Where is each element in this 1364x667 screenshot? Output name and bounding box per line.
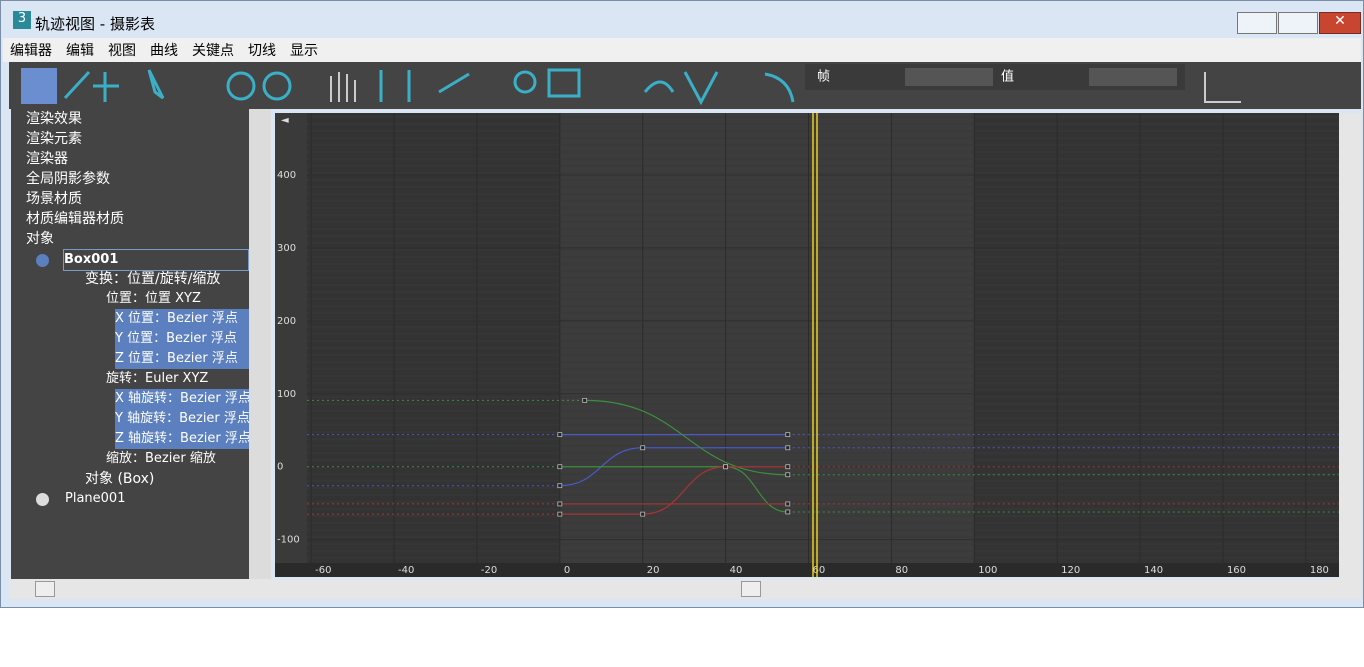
tree-item[interactable]: 材质编辑器材质 — [26, 211, 124, 227]
x-tick-label: 40 — [730, 565, 743, 576]
menu-item[interactable]: 显示 — [290, 43, 318, 59]
y-tick-label: 400 — [277, 170, 296, 181]
menu-bar: 编辑器 编辑 视图 曲线 关键点 切线 显示 — [3, 38, 1361, 62]
window: 3 轨迹视图 - 摄影表 ✕ 编辑器 编辑 视图 曲线 关键点 切线 显示 帧 值 渲染效果… — [0, 0, 1364, 608]
maximize-button[interactable] — [1278, 12, 1318, 34]
x-tick-label: 60 — [812, 565, 825, 576]
menu-item[interactable]: 视图 — [108, 43, 136, 59]
window-title: 轨迹视图 - 摄影表 — [35, 15, 155, 33]
tree-item[interactable]: 缩放：Bezier 缩放 — [106, 451, 216, 466]
y-tick-label: 200 — [277, 316, 296, 327]
tree-item[interactable]: Y 轴旋转：Bezier 浮点 — [115, 409, 249, 429]
x-tick-label: 20 — [647, 565, 660, 576]
close-button[interactable]: ✕ — [1319, 12, 1361, 34]
tree-item[interactable]: 渲染器 — [26, 151, 68, 167]
tree-item[interactable]: 位置：位置 XYZ — [106, 291, 201, 306]
menu-item[interactable]: 曲线 — [150, 43, 178, 59]
key — [723, 464, 729, 470]
tree-item[interactable]: 变换：位置/旋转/缩放 — [85, 271, 221, 287]
tree-item[interactable]: X 轴旋转：Bezier 浮点 — [115, 389, 249, 409]
tree-item[interactable]: Plane001 — [65, 491, 126, 506]
value-label: 值 — [1001, 69, 1014, 85]
y-tick-label: 100 — [277, 389, 296, 400]
x-tick-label: 0 — [564, 565, 570, 576]
x-tick-label: 100 — [978, 565, 997, 576]
graph-left-margin — [275, 113, 307, 563]
time-ruler — [275, 563, 1339, 577]
x-tick-label: 140 — [1144, 565, 1163, 576]
controller-tree: 渲染效果 渲染元素 渲染器 全局阴影参数 场景材质 材质编辑器材质 对象 Box… — [11, 109, 249, 579]
key — [785, 509, 791, 515]
key — [785, 445, 791, 451]
key — [557, 464, 563, 470]
key — [785, 464, 791, 470]
curve-graph: ◄ -60 -40 -20 0 20 40 60 80 100 120 140 160 180 -100 0 1… — [275, 113, 1339, 577]
x-tick-label: -40 — [398, 565, 414, 576]
scroll-thumb[interactable] — [35, 581, 55, 597]
tree-scrollbar[interactable] — [249, 109, 271, 579]
key — [640, 445, 646, 451]
frame-field[interactable] — [905, 68, 993, 86]
key — [557, 432, 563, 438]
active-tool[interactable] — [21, 68, 57, 104]
key — [557, 501, 563, 507]
x-tick-label: 180 — [1310, 565, 1329, 576]
tree-item[interactable]: 对象 (Box) — [85, 471, 155, 487]
key — [557, 511, 563, 517]
y-tick-label: 300 — [277, 243, 296, 254]
scroll-thumb[interactable] — [741, 581, 761, 597]
tree-item[interactable]: X 位置：Bezier 浮点 — [115, 309, 249, 329]
tree-item[interactable]: 场景材质 — [26, 191, 82, 207]
y-tick-label: 0 — [277, 462, 283, 473]
curve — [559, 466, 788, 515]
frame-label: 帧 — [817, 70, 830, 85]
tree-item[interactable]: 旋转：Euler XYZ — [106, 371, 209, 386]
menu-item[interactable]: 编辑器 — [10, 43, 52, 59]
key — [582, 397, 588, 403]
tree-item[interactable]: Y 位置：Bezier 浮点 — [115, 329, 249, 349]
tree-item[interactable]: 渲染元素 — [26, 131, 82, 147]
y-tick-label: -100 — [277, 535, 300, 546]
key — [785, 432, 791, 438]
object-icon — [36, 493, 49, 506]
x-tick-label: 120 — [1061, 565, 1080, 576]
x-tick-label: 160 — [1227, 565, 1246, 576]
tree-item[interactable]: 全局阴影参数 — [26, 171, 110, 187]
tree-item[interactable]: 对象 — [26, 231, 54, 247]
app-icon: 3 — [13, 11, 31, 29]
minimize-button[interactable] — [1237, 12, 1277, 34]
graph-scrollbar[interactable] — [1339, 113, 1361, 579]
x-tick-label: 80 — [895, 565, 908, 576]
toolbar-icons: 帧 值 — [21, 64, 1241, 106]
collapse-arrow: ◄ — [281, 115, 289, 126]
tree-item[interactable]: Z 轴旋转：Bezier 浮点 — [115, 429, 249, 449]
value-field[interactable] — [1089, 68, 1177, 86]
key — [640, 511, 646, 517]
tree-item[interactable]: 渲染效果 — [26, 111, 82, 127]
x-tick-label: -60 — [315, 565, 331, 576]
horizontal-scrollbar[interactable] — [9, 579, 1361, 599]
key — [785, 501, 791, 507]
menu-item[interactable]: 切线 — [248, 43, 276, 59]
x-tick-label: -20 — [481, 565, 497, 576]
curve — [584, 399, 788, 476]
tree-item[interactable]: Box001 — [63, 249, 249, 271]
key — [557, 483, 563, 489]
object-icon — [36, 254, 49, 267]
key — [785, 472, 791, 478]
toolbar: 帧 值 — [9, 62, 1361, 109]
menu-item[interactable]: 关键点 — [192, 43, 234, 59]
tree-item[interactable]: Z 位置：Bezier 浮点 — [115, 349, 249, 369]
menu-item[interactable]: 编辑 — [66, 43, 94, 59]
